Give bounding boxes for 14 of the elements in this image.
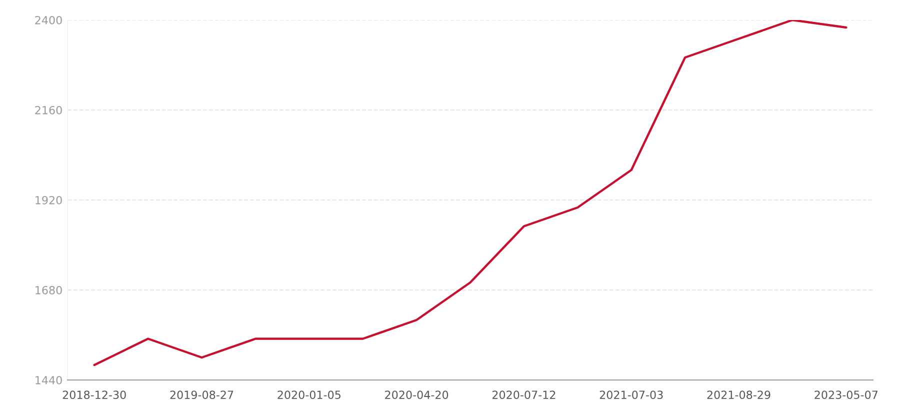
y-tick-label: 2400 — [35, 16, 62, 24]
y-tick-label: 2160 — [35, 106, 62, 114]
x-tick-label: 2023-05-07 — [814, 390, 878, 400]
line-series — [93, 20, 848, 366]
x-tick-label: 2020-04-20 — [385, 390, 448, 400]
x-tick-label: 2021-08-29 — [707, 390, 770, 400]
x-tick-label: 2019-08-27 — [170, 390, 234, 400]
x-tick-label: 2020-01-05 — [278, 390, 340, 400]
y-tick-label: 1440 — [36, 376, 62, 384]
y-tick-label: 1920 — [36, 196, 62, 204]
x-tick-label: 2018-12-30 — [62, 390, 126, 400]
y-tick-label: 1680 — [36, 286, 62, 294]
x-tick-label: 2020-07-12 — [492, 390, 556, 400]
x-tick-label: 2021-07-03 — [600, 390, 663, 400]
